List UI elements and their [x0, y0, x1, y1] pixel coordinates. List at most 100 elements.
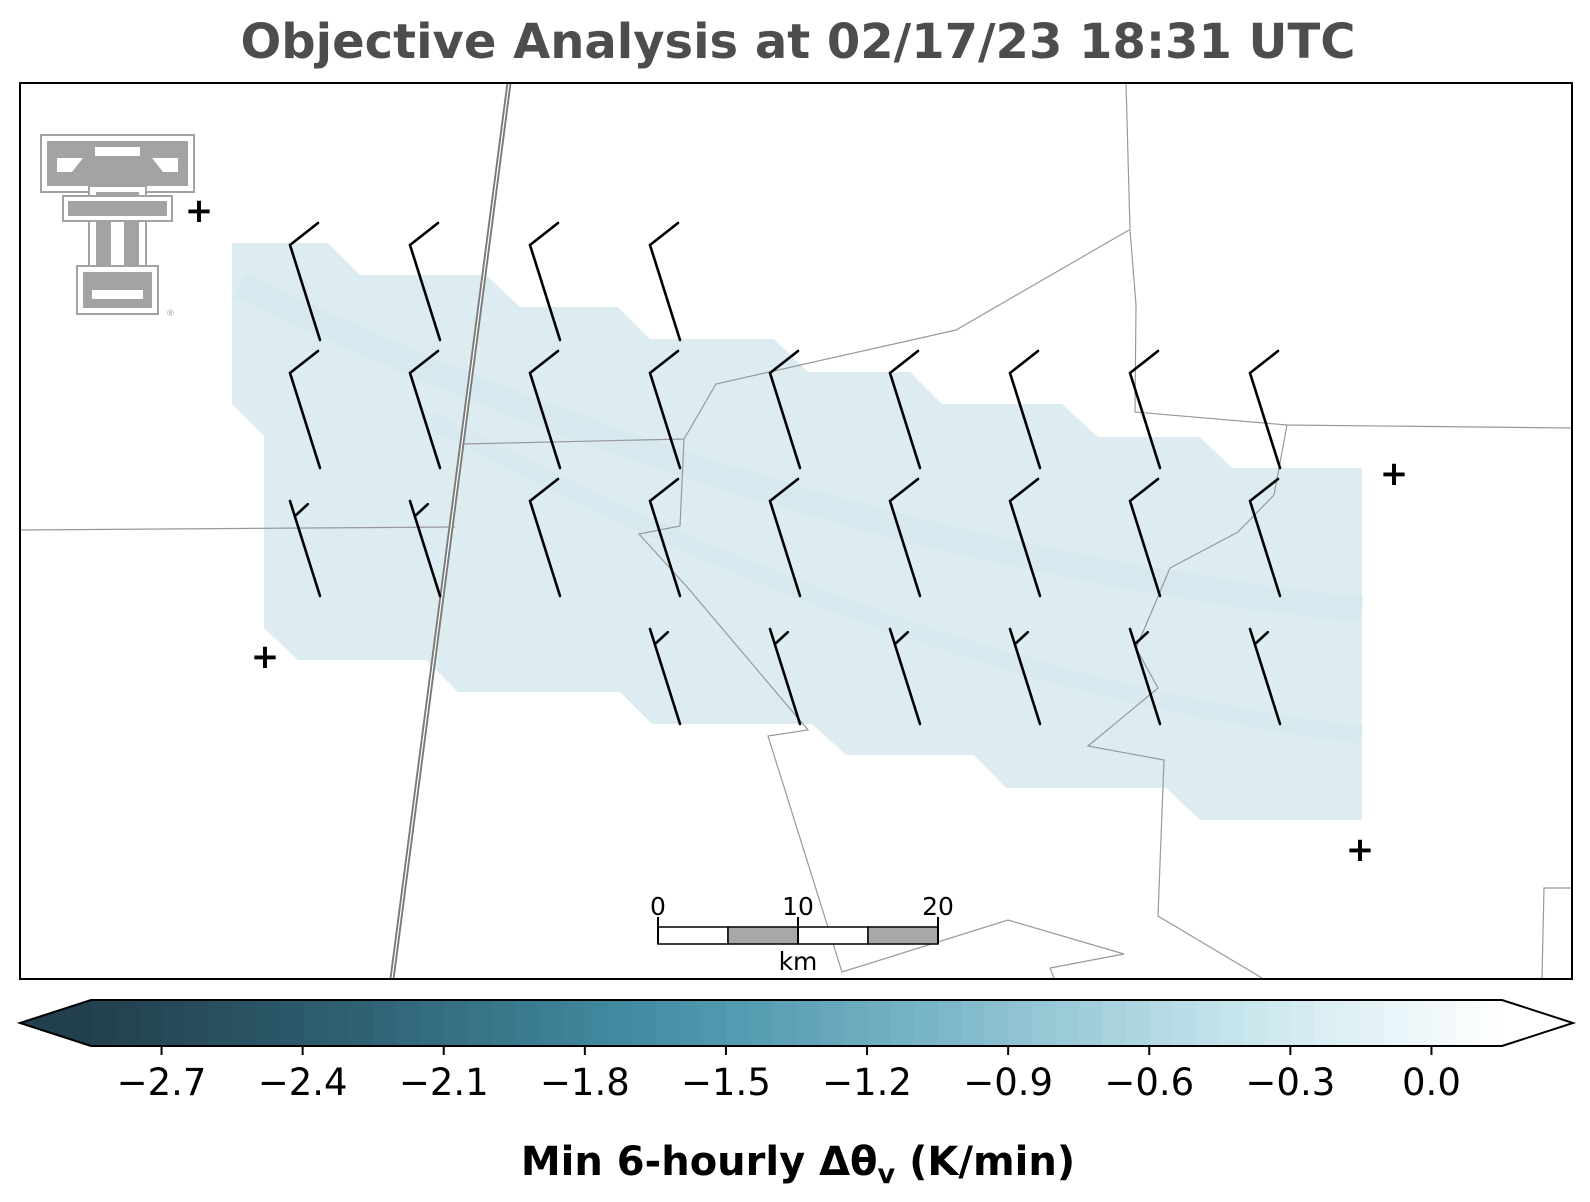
- colorbar-cell: [1102, 1000, 1127, 1046]
- station-marker[interactable]: +: [1380, 454, 1409, 494]
- colorbar-cell: [867, 1000, 892, 1046]
- wind-barb: [768, 477, 802, 598]
- scale-label-10: 10: [782, 892, 814, 921]
- station-markers: + + + +: [185, 191, 1409, 870]
- colorbar-tick-label: −2.1: [399, 1061, 489, 1104]
- colorbar-cell: [1172, 1000, 1197, 1046]
- wind-barb: [768, 349, 802, 470]
- scale-bar-seg-1: [657, 926, 729, 945]
- scale-label-20: 20: [922, 892, 954, 921]
- colorbar-cell: [561, 1000, 586, 1046]
- wind-barb: [648, 221, 682, 342]
- map-panel[interactable]: + + + + ®: [20, 83, 1572, 979]
- colorbar-cell: [608, 1000, 633, 1046]
- field-contour: [234, 273, 1364, 623]
- colorbar-cell: [1219, 1000, 1244, 1046]
- colorbar-cell: [1266, 1000, 1291, 1046]
- colorbar-tick-label: −0.3: [1245, 1061, 1335, 1104]
- colorbar-cell: [1078, 1000, 1103, 1046]
- logo-top-cut-right: [152, 158, 178, 172]
- colorbar-cell: [1431, 1000, 1456, 1046]
- scale-bar-seg-2: [727, 926, 799, 945]
- colorbar-cell: [232, 1000, 257, 1046]
- map-frame: [19, 82, 1573, 980]
- colorbar-cell: [655, 1000, 680, 1046]
- colorbar-cell: [91, 1000, 116, 1046]
- colorbar-cell: [1196, 1000, 1221, 1046]
- colorbar-cell: [114, 1000, 139, 1046]
- wind-barb: [1128, 349, 1162, 470]
- colorbar-cell: [1454, 1000, 1480, 1046]
- field-contour: [425, 412, 1364, 744]
- wind-barb: [1248, 627, 1282, 726]
- colorbar-cell: [1290, 1000, 1315, 1046]
- colorbar-cell: [1243, 1000, 1268, 1046]
- colorbar-cell: [349, 1000, 374, 1046]
- scale-unit: km: [779, 947, 818, 976]
- station-marker[interactable]: +: [251, 637, 280, 677]
- colorbar-tick-label: −0.6: [1104, 1061, 1194, 1104]
- colorbar-cells: [91, 1000, 1503, 1046]
- colorbar-cell: [749, 1000, 774, 1046]
- colorbar-tick-label: −1.2: [822, 1061, 912, 1104]
- wind-barb: [1128, 627, 1162, 726]
- wind-barb: [528, 349, 562, 470]
- scale-bar-seg-3: [797, 926, 869, 945]
- wind-barb: [288, 221, 322, 342]
- colorbar-cell: [1337, 1000, 1362, 1046]
- colorbar-label-units: (K/min): [895, 1139, 1075, 1185]
- logo-top-notch: [95, 147, 140, 156]
- wind-barb: [408, 349, 442, 470]
- colorbar-cell: [914, 1000, 939, 1046]
- colorbar-label-main: Min 6-hourly Δθ: [521, 1139, 878, 1185]
- colorbar-cell: [1055, 1000, 1080, 1046]
- wind-barb: [1128, 477, 1162, 598]
- station-marker[interactable]: +: [1346, 830, 1375, 870]
- colorbar-extend-max: [1502, 1000, 1573, 1046]
- logo-bottom-cut: [92, 290, 143, 299]
- colorbar-cell: [678, 1000, 704, 1046]
- colorbar-cell: [1125, 1000, 1150, 1046]
- colorbar-label: Min 6-hourly Δθv (K/min): [521, 1139, 1075, 1190]
- wind-barb: [288, 499, 322, 598]
- colorbar-cell: [302, 1000, 327, 1046]
- colorbar-cell: [326, 1000, 351, 1046]
- colorbar-cell: [702, 1000, 727, 1046]
- colorbar-cell: [890, 1000, 915, 1046]
- colorbar-cell: [514, 1000, 539, 1046]
- logo-registered-mark: ®: [166, 309, 175, 319]
- colorbar-cell: [1313, 1000, 1338, 1046]
- colorbar-tick-label: −1.5: [681, 1061, 771, 1104]
- wind-barb: [1248, 349, 1282, 470]
- colorbar-tick-label: 0.0: [1402, 1061, 1461, 1104]
- colorbar-outline: [16, 999, 1577, 1047]
- colorbar-cell: [279, 1000, 304, 1046]
- wind-barb: [648, 627, 682, 726]
- wind-barb: [408, 221, 442, 342]
- colorbar-cell: [631, 1000, 656, 1046]
- wind-barb: [888, 477, 922, 598]
- colorbar-cell: [185, 1000, 210, 1046]
- colorbar-cell: [373, 1000, 398, 1046]
- colorbar-cell: [467, 1000, 492, 1046]
- state-border-inner: [391, 83, 510, 979]
- wind-barb: [768, 627, 802, 726]
- colorbar-cell: [396, 1000, 421, 1046]
- colorbar-cell: [255, 1000, 280, 1046]
- colorbar-cell: [1149, 1000, 1174, 1046]
- colorbar-extend-min: [20, 1000, 91, 1046]
- colorbar-cell: [1360, 1000, 1386, 1046]
- colorbar-tick-label: −2.7: [117, 1061, 207, 1104]
- colorbar-cell: [1031, 1000, 1056, 1046]
- colorbar-cell: [420, 1000, 445, 1046]
- wind-barb: [1008, 477, 1042, 598]
- colorbar-tick-label: −0.9: [963, 1061, 1053, 1104]
- colorbar-cell: [984, 1000, 1009, 1046]
- colorbar[interactable]: −2.7 −2.4 −2.1 −1.8 −1.5 −1.2 −0.9 −0.6 −0.3 0.0 …: [16, 999, 1577, 1190]
- wind-barb: [528, 221, 562, 342]
- colorbar-cell: [796, 1000, 821, 1046]
- station-marker[interactable]: +: [185, 191, 214, 231]
- wind-barb: [1248, 477, 1282, 598]
- colorbar-cell: [490, 1000, 515, 1046]
- logo-mid-bar-inner: [68, 201, 167, 216]
